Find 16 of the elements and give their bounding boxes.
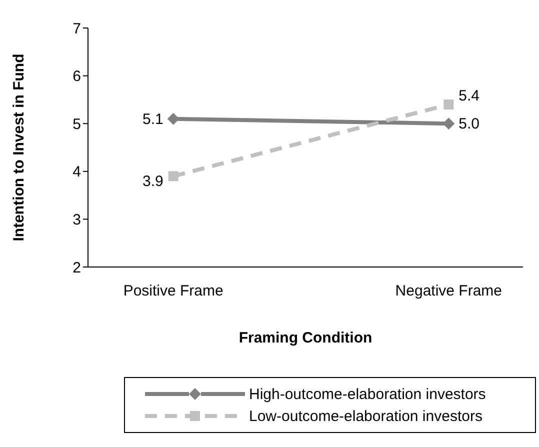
data-label: 3.9 bbox=[142, 173, 164, 190]
y-tick-label: 6 bbox=[72, 68, 81, 86]
data-label: 5.0 bbox=[458, 116, 480, 133]
x-tick-label: Positive Frame bbox=[123, 282, 224, 300]
x-axis-title: Framing Condition bbox=[238, 330, 372, 347]
data-label: 5.4 bbox=[458, 87, 480, 104]
y-axis-title: Intention to Invest in Fund bbox=[10, 54, 28, 242]
y-tick-label: 4 bbox=[72, 164, 81, 181]
y-tick-label: 2 bbox=[72, 259, 81, 276]
x-tick-label: Negative Frame bbox=[395, 282, 502, 300]
y-tick-label: 5 bbox=[72, 116, 81, 133]
legend-label: High-outcome-elaboration investors bbox=[249, 386, 486, 402]
data-label: 5.1 bbox=[142, 110, 164, 128]
y-tick-label: 7 bbox=[72, 20, 81, 38]
y-tick-label: 3 bbox=[72, 212, 81, 229]
legend-label: Low-outcome-elaboration investors bbox=[249, 408, 482, 424]
